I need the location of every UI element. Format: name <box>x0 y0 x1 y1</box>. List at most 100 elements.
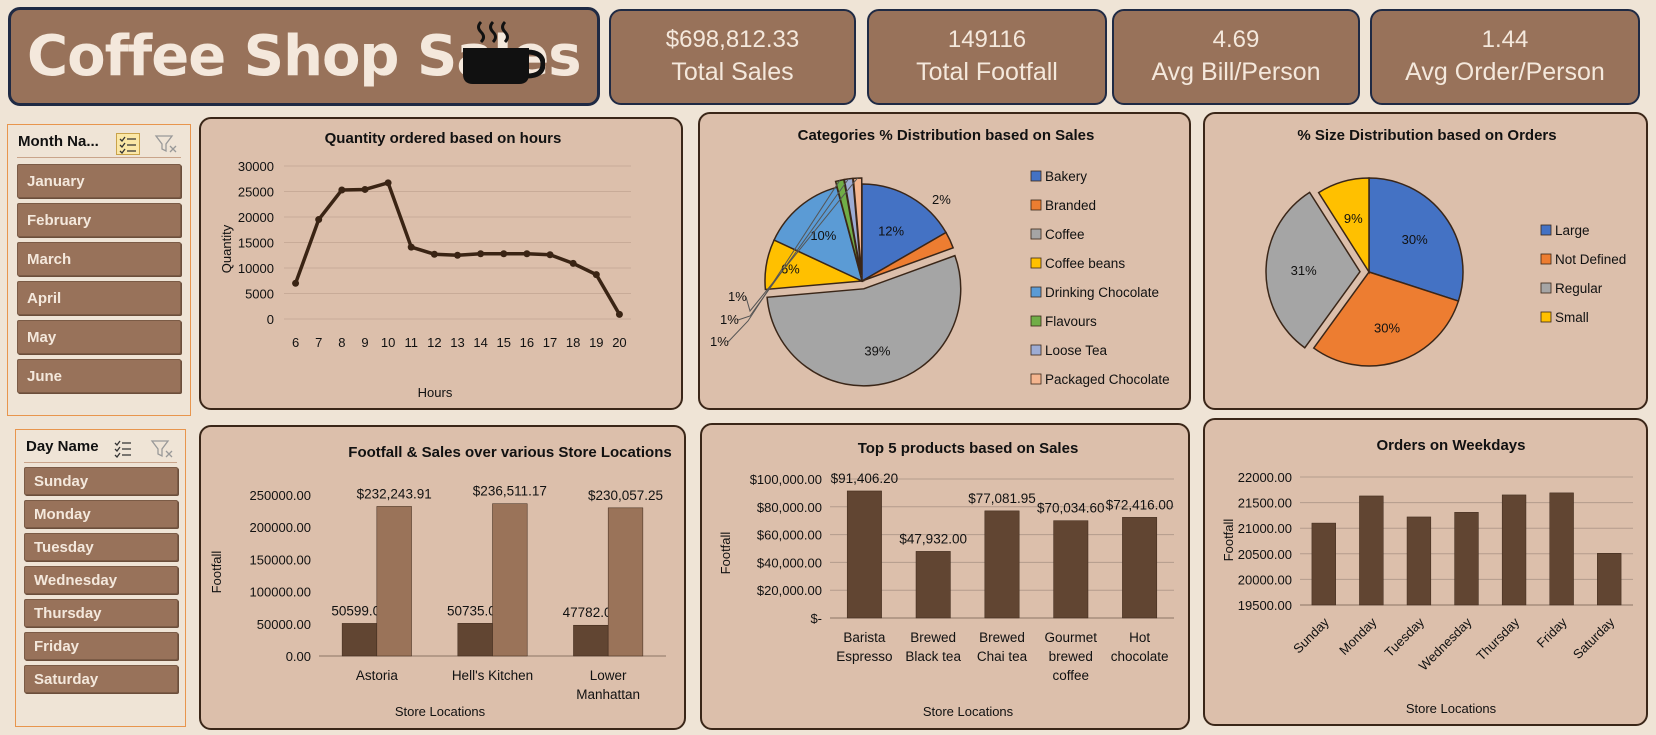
day-item[interactable]: Saturday <box>24 665 178 693</box>
data-point <box>361 185 369 193</box>
chart-title: Footfall & Sales over various Store Loca… <box>348 444 671 461</box>
legend-label: Small <box>1555 310 1589 325</box>
data-label: 9% <box>1344 211 1363 226</box>
multi-select-icon[interactable] <box>112 438 136 460</box>
month-item[interactable]: February <box>17 203 181 237</box>
kpi-label: Avg Order/Person <box>1405 58 1605 86</box>
x-tick-label: Hot <box>1129 630 1150 645</box>
bar <box>1406 516 1432 606</box>
chart-title: Quantity ordered based on hours <box>325 130 562 147</box>
bar <box>607 507 644 657</box>
month-item[interactable]: March <box>17 242 181 276</box>
data-point <box>384 179 392 187</box>
bar <box>1501 494 1527 606</box>
store-locations-svg: Footfall & Sales over various Store Loca… <box>209 444 672 719</box>
data-point <box>292 279 300 287</box>
month-item[interactable]: May <box>17 320 181 354</box>
y-tick-label: 5000 <box>245 287 274 302</box>
legend-label: Loose Tea <box>1045 343 1108 358</box>
bar <box>1311 522 1336 606</box>
data-label: $47,932.00 <box>899 531 967 546</box>
y-tick-label: 21000.00 <box>1238 521 1292 536</box>
data-point <box>477 250 485 258</box>
x-tick-label: Tuesday <box>1382 614 1428 660</box>
pie-slice <box>773 186 864 283</box>
y-tick-label: $80,000.00 <box>757 500 822 515</box>
bar <box>846 490 882 619</box>
clear-filter-icon[interactable] <box>154 133 178 155</box>
slicer-divider <box>17 157 181 158</box>
data-label: 30% <box>1374 320 1400 335</box>
coffee-cup-icon <box>463 20 545 84</box>
x-tick-label: Barista <box>843 630 886 645</box>
day-item[interactable]: Wednesday <box>24 566 178 594</box>
data-point <box>338 186 346 194</box>
y-tick-label: 50000.00 <box>257 617 311 632</box>
legend-label: Large <box>1555 223 1590 238</box>
day-item[interactable]: Friday <box>24 632 178 660</box>
y-tick-label: 100000.00 <box>250 585 311 600</box>
x-tick-label: Black tea <box>905 649 961 664</box>
day-item[interactable]: Tuesday <box>24 533 178 561</box>
x-tick-label: 15 <box>497 335 511 350</box>
slicer-divider <box>24 462 177 463</box>
x-tick-label: 6 <box>292 335 299 350</box>
pie-slice <box>861 231 955 282</box>
month-item[interactable]: January <box>17 164 181 198</box>
y-tick-label: 20000.00 <box>1238 572 1292 587</box>
x-tick-label: chocolate <box>1111 649 1169 664</box>
store-locations-chart: Footfall & Sales over various Store Loca… <box>199 425 686 730</box>
data-label: 1% <box>720 312 739 327</box>
data-point <box>407 243 415 251</box>
x-tick-label: 20 <box>612 335 626 350</box>
kpi-avg-bill: 4.69 Avg Bill/Person <box>1112 9 1360 105</box>
data-label: 2% <box>932 192 951 207</box>
multi-select-icon[interactable] <box>116 133 140 155</box>
weekday-orders-chart: Orders on Weekdays 19500.00 20000.00 20500.… <box>1203 418 1648 726</box>
pie-slice <box>1368 177 1464 302</box>
chart-title: Orders on Weekdays <box>1377 437 1526 454</box>
data-point <box>615 310 623 318</box>
bar <box>1597 553 1622 606</box>
clear-filter-icon[interactable] <box>150 438 174 460</box>
y-axis-title: Footfall <box>718 532 733 575</box>
x-tick-label: 17 <box>543 335 557 350</box>
y-tick-label: 19500.00 <box>1238 598 1292 613</box>
x-tick-label: 12 <box>427 335 441 350</box>
legend-label: Flavours <box>1045 314 1097 329</box>
legend-label: Coffee <box>1045 227 1085 242</box>
y-tick-label: 22000.00 <box>1238 470 1292 485</box>
data-label: 50735.00 <box>447 603 503 618</box>
day-item[interactable]: Sunday <box>24 467 178 495</box>
series-line <box>293 181 621 316</box>
y-tick-label: 0 <box>267 312 274 327</box>
month-item[interactable]: June <box>17 359 181 393</box>
y-tick-label: $- <box>810 611 822 626</box>
x-tick-label: 8 <box>338 335 345 350</box>
title-banner: Coffee Shop Sales <box>8 7 600 106</box>
x-tick-label: 19 <box>589 335 603 350</box>
kpi-label: Total Sales <box>671 58 794 86</box>
kpi-value: 1.44 <box>1481 26 1529 53</box>
x-tick-label: Sunday <box>1290 614 1332 656</box>
bar <box>341 623 378 657</box>
leader-line <box>737 178 849 321</box>
data-point <box>454 251 461 259</box>
day-slicer: Day Name Sunday Monday Tuesday Wednesday… <box>15 429 186 727</box>
data-label: 1% <box>710 334 729 349</box>
chart-title: Top 5 products based on Sales <box>858 440 1079 457</box>
legend-label: Packaged Chocolate <box>1045 372 1170 387</box>
legend-swatch <box>1030 373 1042 385</box>
day-item[interactable]: Monday <box>24 500 178 528</box>
x-tick-label: Gourmet <box>1045 630 1098 645</box>
x-tick-label: 13 <box>450 335 464 350</box>
x-axis-title: Hours <box>418 385 453 400</box>
x-tick-label: coffee <box>1053 668 1090 683</box>
day-item[interactable]: Thursday <box>24 599 178 627</box>
data-label: $230,057.25 <box>588 488 663 503</box>
data-label: $236,511.17 <box>473 484 547 499</box>
data-label: 39% <box>864 343 890 358</box>
legend-swatch <box>1540 253 1552 265</box>
y-tick-label: 150000.00 <box>250 552 311 567</box>
month-item[interactable]: April <box>17 281 181 315</box>
